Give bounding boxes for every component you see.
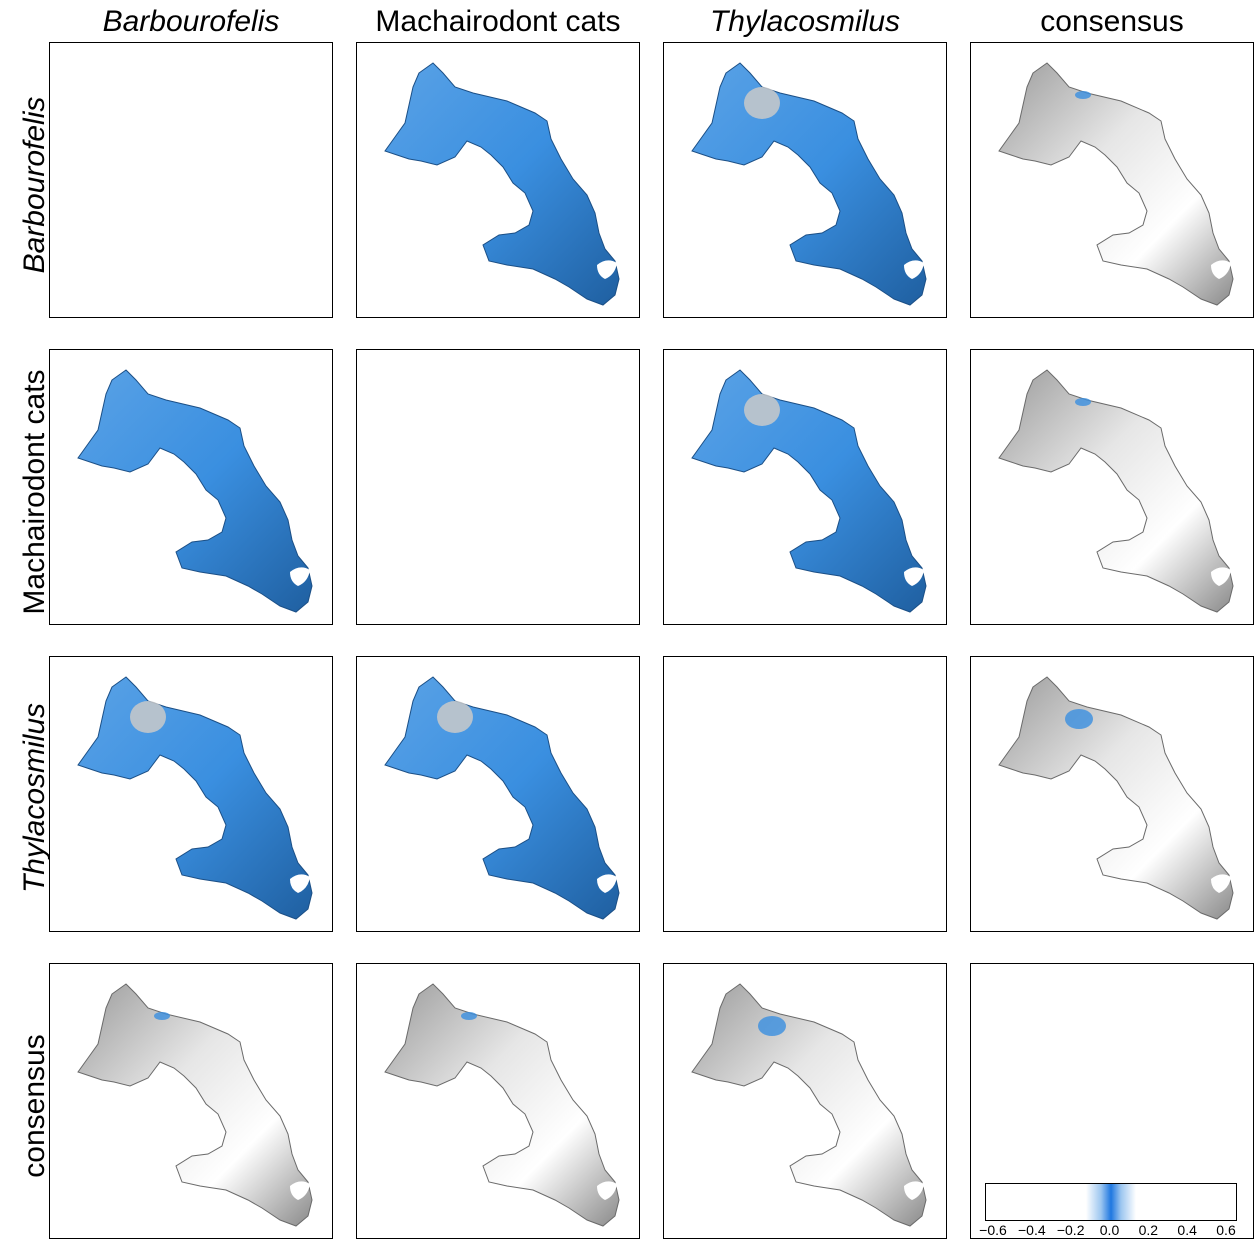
bone-shape: [77, 369, 313, 613]
bone-opening: [290, 1181, 310, 1200]
blue-spot: [1075, 398, 1091, 406]
panel-r3-c4: [970, 656, 1254, 932]
legend-tick-label: 0.2: [1138, 1222, 1159, 1238]
bone-render: [384, 983, 620, 1227]
grey-patch: [744, 87, 780, 119]
bone-shape: [691, 983, 927, 1227]
row-header-4: consensus: [18, 1034, 51, 1178]
blue-spot: [461, 1012, 477, 1020]
bone-render: [998, 676, 1234, 920]
column-header-4: consensus: [1040, 5, 1184, 38]
panel-r2-c2: [356, 349, 640, 625]
bone-shape: [384, 62, 620, 306]
panel-r3-c1: [49, 656, 333, 932]
panel-r4-c1: [49, 963, 333, 1239]
bone-opening: [904, 1181, 924, 1200]
legend-tick-label: −0.4: [1018, 1222, 1046, 1238]
bone-opening: [1211, 260, 1231, 279]
bone-opening: [1211, 567, 1231, 586]
color-scale-legend: [985, 1183, 1237, 1221]
grey-patch: [744, 394, 780, 426]
bone-opening: [597, 874, 617, 893]
bone-shape: [998, 62, 1234, 306]
bone-opening: [597, 260, 617, 279]
bone-render: [77, 676, 313, 920]
legend-tick-label: −0.2: [1056, 1222, 1085, 1238]
color-scale-bar: [986, 1184, 1236, 1220]
row-header-2: Machairodont cats: [18, 369, 51, 615]
bone-shape: [384, 676, 620, 920]
bone-render: [998, 62, 1234, 306]
legend-tick-label: −0.6: [979, 1222, 1007, 1238]
legend-tick-label: 0.4: [1177, 1222, 1197, 1238]
bone-shape: [77, 676, 313, 920]
bone-shape: [77, 983, 313, 1227]
panel-r1-c3: [663, 42, 947, 318]
bone-render: [77, 369, 313, 613]
blue-spot: [154, 1012, 170, 1020]
bone-render: [691, 62, 927, 306]
bone-shape: [998, 369, 1234, 613]
bone-shape: [998, 676, 1234, 920]
column-header-1: Barbourofelis: [102, 5, 280, 38]
row-header-3: Thylacosmilus: [18, 702, 51, 894]
blue-spot: [1065, 709, 1093, 729]
panel-r2-c3: [663, 349, 947, 625]
bone-opening: [904, 567, 924, 586]
column-header-3: Thylacosmilus: [709, 5, 901, 38]
grey-patch: [130, 701, 166, 733]
panel-r3-c3: [663, 656, 947, 932]
panel-r1-c4: [970, 42, 1254, 318]
bone-render: [998, 369, 1234, 613]
legend-tick-label: 0.0: [1099, 1222, 1120, 1238]
panel-r1-c2: [356, 42, 640, 318]
panel-r2-c4: [970, 349, 1254, 625]
bone-shape: [691, 369, 927, 613]
bone-shape: [384, 983, 620, 1227]
bone-render: [384, 62, 620, 306]
bone-opening: [290, 567, 310, 586]
bone-render: [691, 369, 927, 613]
bone-opening: [290, 874, 310, 893]
bone-shape: [691, 62, 927, 306]
panel-r3-c2: [356, 656, 640, 932]
panel-r4-c3: [663, 963, 947, 1239]
bone-opening: [904, 260, 924, 279]
blue-spot: [1075, 91, 1091, 99]
column-header-2: Machairodont cats: [375, 5, 621, 38]
bone-opening: [597, 1181, 617, 1200]
blue-spot: [758, 1016, 786, 1036]
bone-opening: [1211, 874, 1231, 893]
bone-render: [691, 983, 927, 1227]
grey-patch: [437, 701, 473, 733]
bone-render: [77, 983, 313, 1227]
bone-render: [384, 676, 620, 920]
panel-r2-c1: [49, 349, 333, 625]
row-header-1: Barbourofelis: [18, 96, 51, 274]
legend-tick-label: 0.6: [1216, 1222, 1236, 1238]
panel-r1-c1: [49, 42, 333, 318]
panel-r4-c2: [356, 963, 640, 1239]
